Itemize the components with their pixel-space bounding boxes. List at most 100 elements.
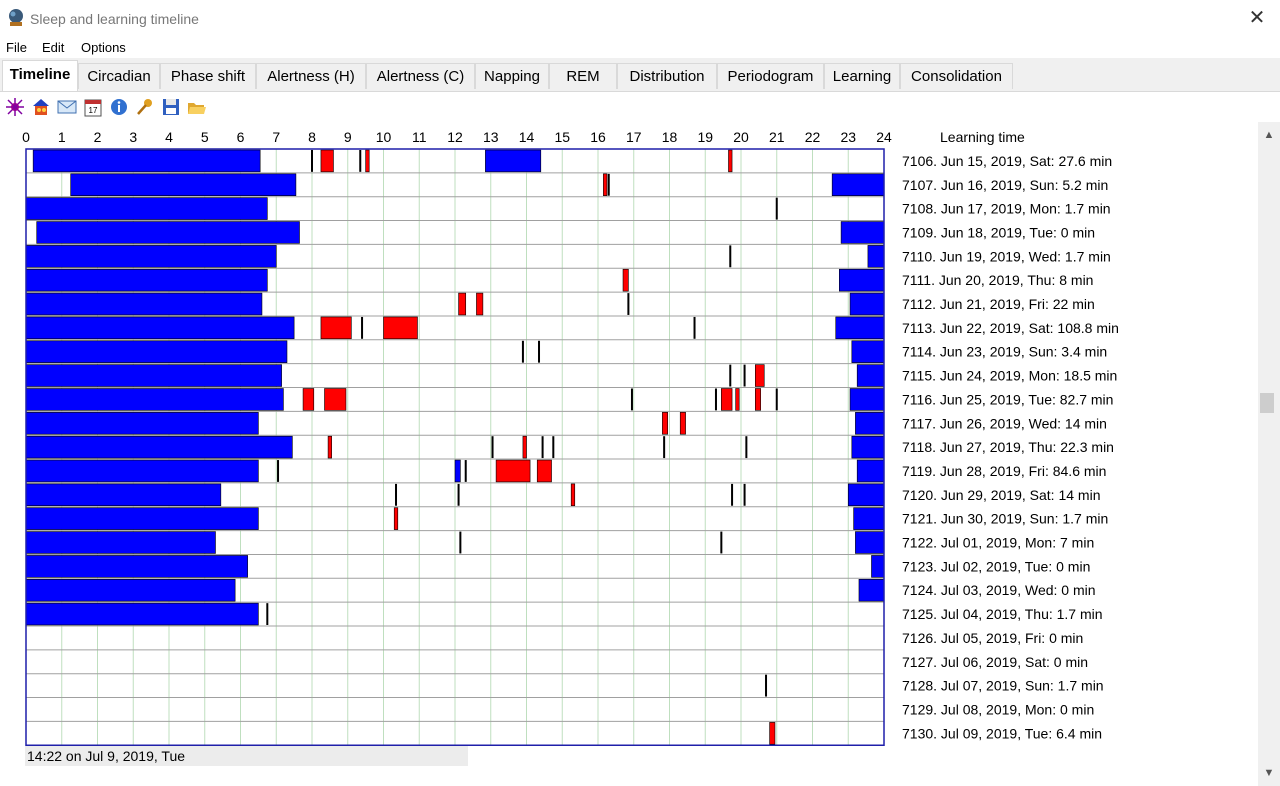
colorful-star-icon[interactable] [5, 97, 25, 117]
sleep-block [858, 578, 885, 602]
sleep-block [25, 340, 288, 363]
sleep-block [849, 388, 885, 411]
day-learning-label: 7119. Jun 28, 2019, Fri: 84.6 min [902, 463, 1106, 479]
window-title: Sleep and learning timeline [30, 11, 199, 27]
hour-tick-label: 0 [22, 129, 30, 145]
sleep-block [855, 412, 885, 435]
tab-timeline[interactable]: Timeline [2, 60, 78, 91]
learning-block [721, 388, 733, 411]
event-mark [538, 340, 541, 363]
open-folder-icon[interactable] [187, 97, 207, 117]
sleep-block [853, 507, 885, 530]
day-learning-label: 7118. Jun 27, 2019, Thu: 22.3 min [902, 439, 1114, 455]
close-icon: ✕ [1248, 7, 1266, 29]
app-brain-icon [9, 9, 23, 26]
event-mark [277, 460, 280, 482]
learning-block [728, 149, 733, 173]
tab-rem[interactable]: REM [549, 63, 617, 89]
menu-options[interactable]: Options [81, 40, 126, 55]
sleep-block [867, 245, 885, 268]
sleep-block [25, 292, 263, 316]
learning-block [754, 388, 761, 411]
sleep-block [839, 268, 885, 292]
calendar-icon[interactable]: 17 [83, 97, 103, 117]
event-mark [311, 150, 313, 172]
event-mark [459, 531, 462, 554]
day-learning-label: 7130. Jul 09, 2019, Tue: 6.4 min [902, 725, 1102, 741]
sleep-block [25, 555, 248, 578]
tab-alertness-h[interactable]: Alertness (H) [256, 63, 366, 89]
tab-distribution[interactable]: Distribution [617, 63, 717, 89]
hour-tick-label: 20 [733, 129, 749, 145]
sleep-block [32, 149, 261, 173]
sleep-block [25, 388, 284, 411]
toolbar: 17 [0, 92, 1280, 122]
scroll-up-icon[interactable]: ▲ [1263, 129, 1275, 141]
event-mark [521, 340, 524, 363]
hour-tick-label: 15 [554, 129, 570, 145]
save-icon[interactable] [161, 97, 181, 117]
status-bar: 14:22 on Jul 9, 2019, Tue [25, 746, 468, 766]
timeline-panel: 0 1 2 3 4 5 6 7 8 9 10 11 12 13 14 15 16 17 18 19 20 21 22 23 24… [0, 122, 1258, 786]
sleep-block [840, 221, 885, 244]
scroll-thumb[interactable] [1260, 393, 1274, 413]
tab-periodogram[interactable]: Periodogram [717, 63, 824, 89]
tab-learning[interactable]: Learning [824, 63, 900, 89]
learning-block [320, 149, 334, 173]
learning-time-header: Learning time [940, 129, 1025, 145]
day-learning-label: 7107. Jun 16, 2019, Sun: 5.2 min [902, 177, 1108, 193]
sleep-block [25, 507, 259, 530]
hour-tick-label: 10 [376, 129, 392, 145]
sleep-block [25, 459, 259, 483]
learning-block [570, 483, 576, 507]
sleep-block [454, 459, 461, 483]
hour-tick-label: 2 [94, 129, 102, 145]
learning-block [365, 149, 370, 173]
home-people-icon[interactable] [31, 97, 51, 117]
sleep-block [25, 578, 236, 602]
learning-block [679, 412, 686, 435]
event-mark [359, 150, 362, 172]
menu-file[interactable]: File [6, 40, 27, 55]
event-mark [457, 483, 460, 506]
hour-tick-label: 14 [519, 129, 535, 145]
sleep-block [485, 149, 542, 173]
tab-consolidation[interactable]: Consolidation [900, 63, 1013, 89]
day-learning-label: 7108. Jun 17, 2019, Mon: 1.7 min [902, 201, 1111, 217]
tab-circadian[interactable]: Circadian [78, 63, 160, 89]
tab-alertness-c[interactable]: Alertness (C) [366, 63, 475, 89]
event-mark [607, 173, 610, 196]
day-learning-label: 7106. Jun 15, 2019, Sat: 27.6 min [902, 153, 1112, 169]
learning-block [324, 388, 347, 411]
day-learning-label: 7117. Jun 26, 2019, Wed: 14 min [902, 415, 1107, 431]
sleep-block [36, 221, 300, 244]
calendar-day-text: 17 [89, 106, 98, 115]
tab-napping[interactable]: Napping [475, 63, 549, 89]
close-button[interactable]: ✕ [1234, 0, 1280, 36]
key-icon[interactable] [135, 97, 155, 117]
tab-phase-shift[interactable]: Phase shift [160, 63, 256, 89]
event-mark [627, 293, 630, 315]
sleep-block [847, 483, 885, 507]
day-learning-label: 7122. Jul 01, 2019, Mon: 7 min [902, 535, 1094, 551]
scroll-down-icon[interactable]: ▼ [1263, 767, 1275, 779]
day-learning-label: 7114. Jun 23, 2019, Sun: 3.4 min [902, 344, 1107, 360]
event-mark [663, 436, 666, 459]
sleep-block [856, 459, 885, 483]
hour-tick-label: 11 [412, 129, 427, 145]
menu-edit[interactable]: Edit [42, 40, 65, 55]
day-learning-label: 7112. Jun 21, 2019, Fri: 22 min [902, 296, 1095, 312]
hour-tick-label: 19 [697, 129, 713, 145]
sleep-block [25, 483, 222, 507]
event-mark [765, 674, 768, 697]
chart-border [25, 148, 885, 746]
tab-bar: Timeline Circadian Phase shift Alertness… [0, 58, 1280, 92]
menu-bar: File Edit Options [0, 36, 1280, 58]
event-mark [630, 388, 633, 411]
info-icon[interactable] [109, 97, 129, 117]
vertical-scrollbar[interactable]: ▲ ▼ [1258, 122, 1280, 786]
mail-icon[interactable] [57, 97, 77, 117]
learning-block [393, 507, 399, 530]
hour-tick-label: 16 [590, 129, 606, 145]
event-mark [491, 436, 494, 459]
